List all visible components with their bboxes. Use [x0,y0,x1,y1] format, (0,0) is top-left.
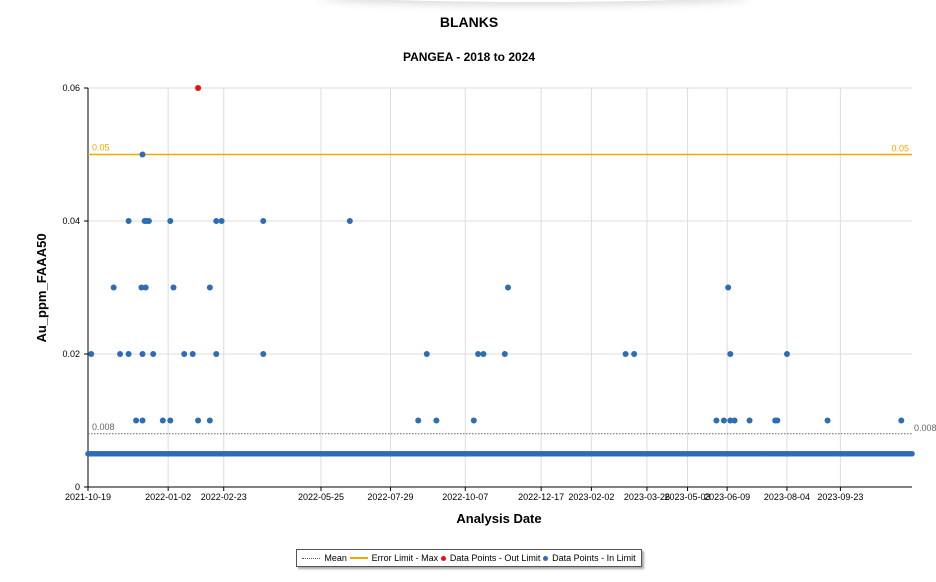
in-limit-dot-swatch [543,555,549,561]
y-tick-label: 0.04 [62,216,80,226]
data-points-in-limit-point [731,417,738,424]
data-points-in-limit-point [125,351,132,357]
data-points-in-limit-point [505,284,512,291]
data-points-in-limit-point [181,351,188,357]
baseline-point [909,450,915,457]
data-points-in-limit-point [167,417,174,424]
x-tick-label: 2023-06-09 [704,492,750,502]
data-points-in-limit-point [423,351,430,357]
data-points-in-limit-point [139,417,146,424]
data-points-in-limit-point [713,417,720,424]
legend-item-error-limit: Error Limit - Max [349,553,439,563]
data-points-in-limit-point [159,417,166,424]
chart-subtitle: PANGEA - 2018 to 2024 [403,50,535,64]
mean-label: 0.008 [92,422,115,432]
x-tick-label: 2023-08-04 [764,492,810,502]
error-limit-max-label: 0.05 [92,143,110,153]
data-points-in-limit-point [88,351,95,357]
legend-label-error-limit: Error Limit - Max [371,553,439,563]
scatter-chart: BLANKS PANGEA - 2018 to 2024 2021-10-19 2… [34,14,936,526]
x-tick-label: 2022-10-07 [442,492,488,502]
out-limit-dot-swatch [440,555,446,561]
data-points-in-limit-point [110,284,117,291]
data-points-in-limit-point [206,417,213,424]
mean-label-right: 0.008 [914,423,936,433]
data-points-in-limit-point [433,417,440,424]
data-points-in-limit-point [631,351,638,357]
header-shadow [320,0,750,2]
data-points-in-limit-point [117,351,124,357]
y-tick-label: 0 [75,482,80,492]
legend-label-out-limit: Data Points - Out Limit [449,553,541,563]
data-points-in-limit-point [189,351,196,357]
mean-line-swatch [302,557,321,559]
data-points-in-limit-point [746,417,753,424]
data-points-in-limit-point [727,417,734,424]
data-points-in-limit-point [260,218,267,224]
x-tick-label: 2023-02-02 [568,492,614,502]
data-points-in-limit-point [218,218,225,224]
data-points-in-limit-point [824,417,831,424]
baseline-points [85,450,915,457]
data-points-in-limit-point [260,351,267,357]
x-axis-title: Analysis Date [456,511,541,526]
data-points-in-limit-point [415,417,422,424]
data-points-in-limit-point [170,284,177,291]
data-points-in-limit-point [206,284,213,291]
data-points-in-limit-point [145,218,152,224]
data-points-in-limit-point [727,351,734,357]
data-points-in-limit-point [783,351,790,357]
legend: Mean Error Limit - Max Data Points - Out… [296,549,642,567]
x-tick-label: 2022-01-02 [145,492,191,502]
data-points-in-limit-point [125,218,132,224]
x-tick-label: 2022-02-23 [201,492,247,502]
y-tick-label: 0.02 [62,349,80,359]
data-points-in-limit-point [213,218,220,224]
x-tick-label: 2023-09-23 [817,492,863,502]
data-points-in-limit-point [501,351,508,357]
data-points-in-limit-point [725,284,732,291]
data-points-in-limit-point [213,351,220,357]
data-points-in-limit-point [480,351,487,357]
legend-item-out-limit: Data Points - Out Limit [440,553,541,563]
data-points [88,85,905,424]
x-tick-label: 2023-03-26 [624,492,670,502]
chart-title: BLANKS [440,14,498,30]
legend-label-mean: Mean [324,553,347,563]
legend-label-in-limit: Data Points - In Limit [552,553,636,563]
data-points-in-limit-point [475,351,482,357]
legend-item-in-limit: Data Points - In Limit [543,553,636,563]
x-tick-label: 2023-05-03 [665,492,711,502]
data-points-in-limit-point [167,218,174,224]
data-points-in-limit-point [774,417,781,424]
data-points-in-limit-point [346,218,353,224]
data-points-in-limit-point [195,417,202,424]
y-tick-label: 0.06 [62,83,80,93]
data-points-in-limit-point [139,151,146,158]
x-tick-label: 2021-10-19 [65,492,111,502]
data-points-in-limit-point [142,284,149,291]
data-points-in-limit-point [138,284,145,291]
x-tick-label: 2022-07-29 [367,492,413,502]
data-points-in-limit-point [720,417,727,424]
data-points-out-limit-point [195,85,202,91]
data-points-in-limit-point [622,351,629,357]
data-points-in-limit-point [133,417,140,424]
error-limit-max-label-right: 0.05 [891,144,909,154]
legend-item-mean: Mean [302,553,347,563]
data-points-in-limit-point [470,417,477,424]
data-points-in-limit-point [898,417,905,424]
x-tick-label: 2022-12-17 [518,492,564,502]
tick-labels: 2021-10-19 2022-01-02 2022-02-23 2022-05-25… [62,83,863,502]
y-axis-title: Au_ppm_FAAA50 [34,233,49,342]
data-points-in-limit-point [139,351,146,357]
reference-lines: 0.008 0.008 0.05 0.05 [88,143,936,435]
x-tick-label: 2022-05-25 [298,492,344,502]
error-limit-line-swatch [349,557,368,559]
data-points-in-limit-point [150,351,157,357]
